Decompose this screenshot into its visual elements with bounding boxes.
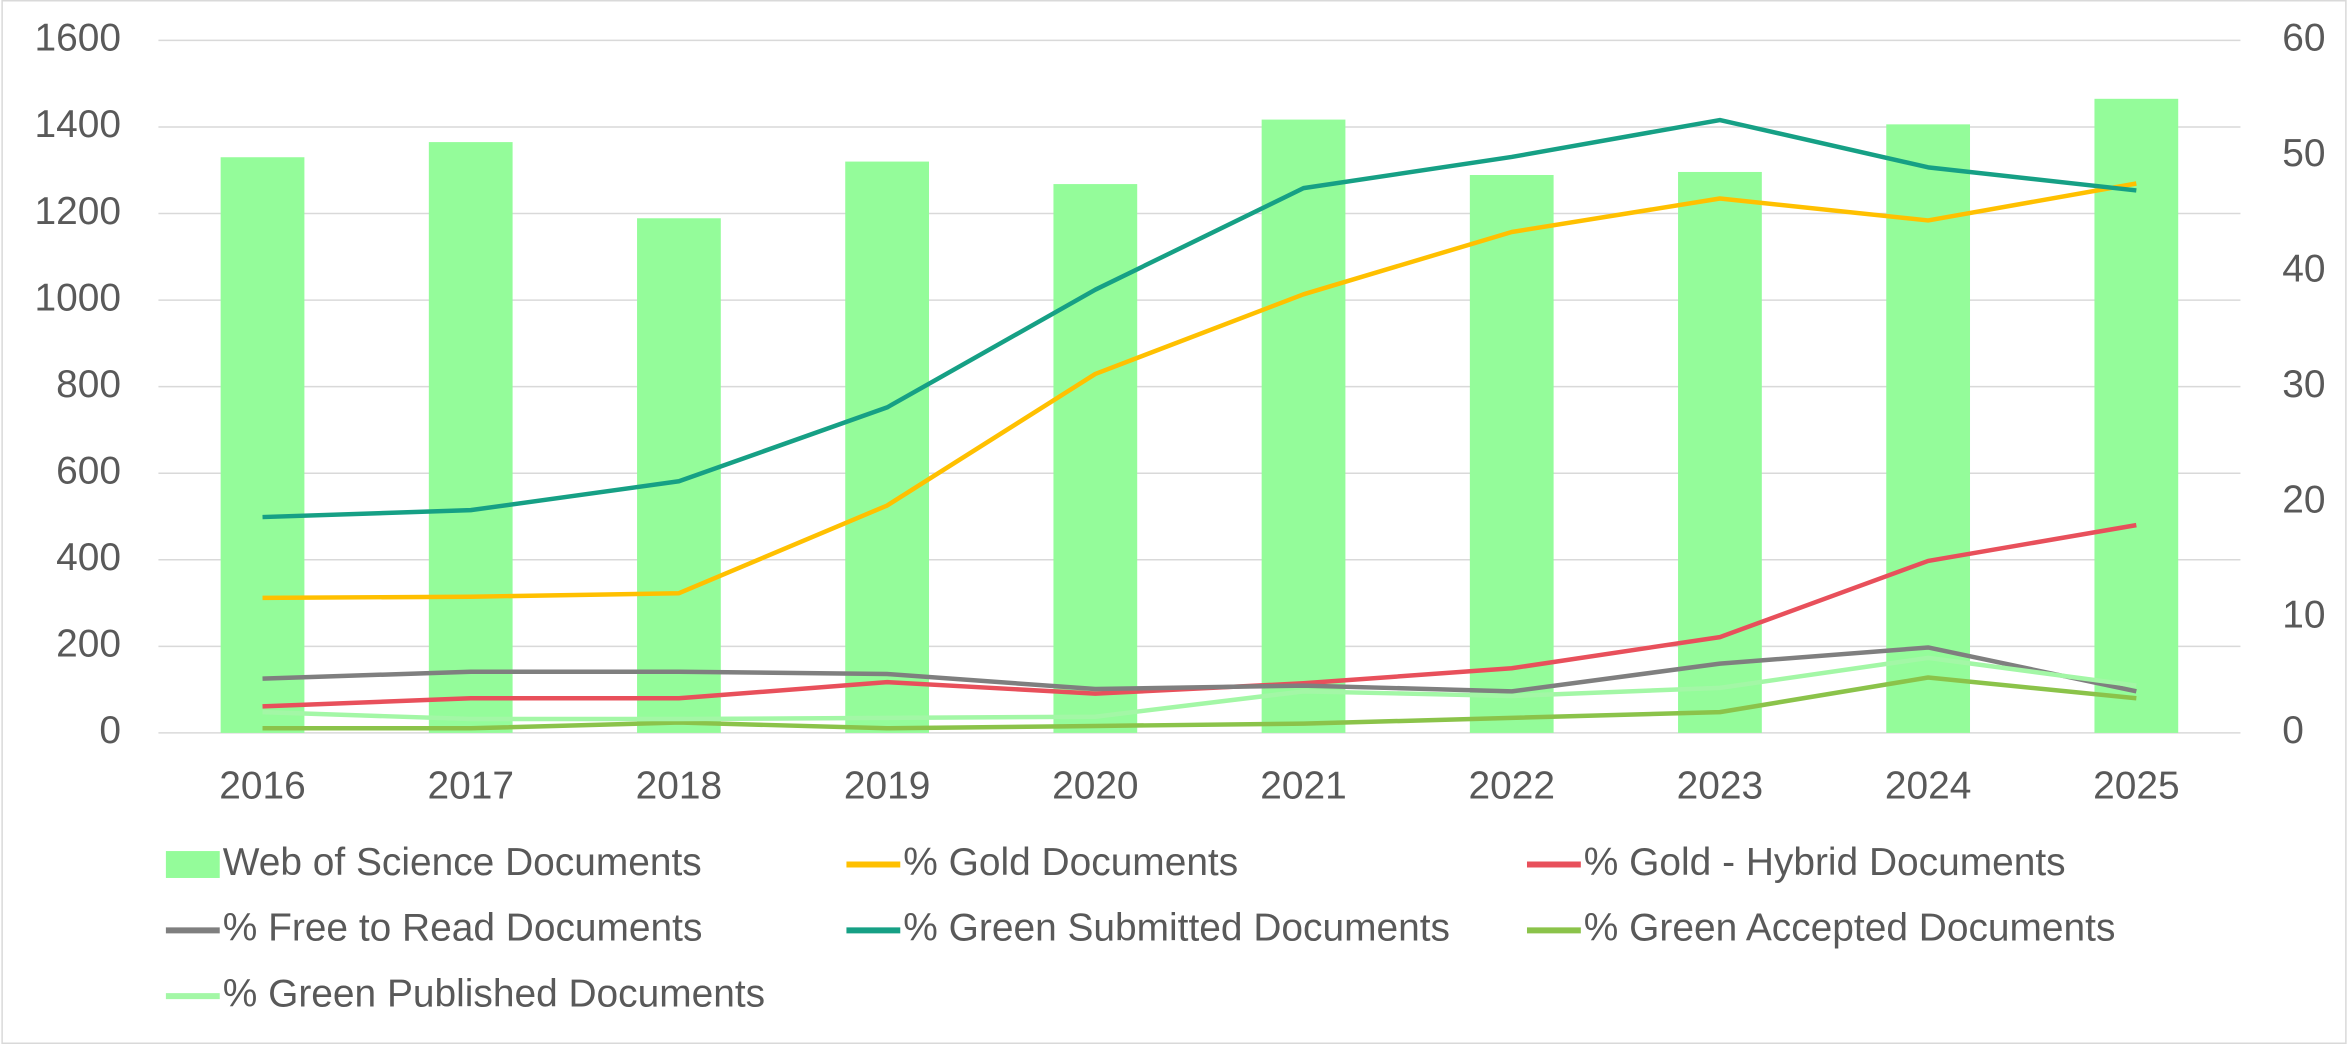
legend-swatch <box>165 851 220 878</box>
y-tick-label: 400 <box>56 536 121 579</box>
bar <box>637 218 721 733</box>
legend-label: Web of Science Documents <box>223 841 702 884</box>
y2-tick-label: 30 <box>2282 363 2325 406</box>
x-tick-label: 2017 <box>427 765 513 808</box>
x-tick-label: 2022 <box>1468 765 1554 808</box>
y-tick-label: 1400 <box>35 103 121 146</box>
y2-tick-label: 10 <box>2282 594 2325 637</box>
x-tick-label: 2018 <box>636 765 722 808</box>
y-tick-label: 800 <box>56 363 121 406</box>
x-tick-label: 2023 <box>1677 765 1763 808</box>
y-tick-label: 1000 <box>35 276 121 319</box>
y-tick-label: 200 <box>56 623 121 666</box>
x-tick-label: 2019 <box>844 765 930 808</box>
x-tick-label: 2024 <box>1885 765 1971 808</box>
legend-label: % Gold - Hybrid Documents <box>1584 841 2066 884</box>
y-tick-label: 1600 <box>35 17 121 60</box>
legend-label: % Green Submitted Documents <box>903 907 1450 950</box>
bar <box>2094 98 2179 733</box>
legend-label: % Green Accepted Documents <box>1584 907 2116 950</box>
bar <box>1678 171 1762 733</box>
y2-tick-label: 50 <box>2282 132 2325 175</box>
bar <box>1053 184 1138 733</box>
bar <box>220 157 305 733</box>
line-series <box>262 655 2137 722</box>
legend-label: % Gold Documents <box>903 841 1238 884</box>
x-tick-label: 2021 <box>1260 765 1346 808</box>
x-tick-label: 2016 <box>219 765 305 808</box>
bar <box>1469 174 1554 733</box>
y-tick-label: 1200 <box>35 190 121 233</box>
bar <box>428 142 513 733</box>
line-series <box>262 117 2137 520</box>
x-tick-label: 2020 <box>1052 765 1138 808</box>
bar <box>1261 119 1346 733</box>
x-tick-label: 2025 <box>2093 765 2179 808</box>
y2-tick-label: 0 <box>2282 709 2304 752</box>
y2-tick-label: 40 <box>2282 247 2325 290</box>
line-series <box>262 181 2137 601</box>
y2-tick-label: 60 <box>2282 17 2325 60</box>
legend-label: % Green Published Documents <box>223 972 765 1015</box>
bar <box>1886 124 1971 733</box>
legend-label: % Free to Read Documents <box>223 907 703 950</box>
line-series <box>262 675 2137 731</box>
y-tick-label: 0 <box>99 709 121 752</box>
bar <box>845 161 930 733</box>
y-tick-label: 600 <box>56 449 121 492</box>
line-series <box>262 645 2137 694</box>
y2-tick-label: 20 <box>2282 478 2325 521</box>
